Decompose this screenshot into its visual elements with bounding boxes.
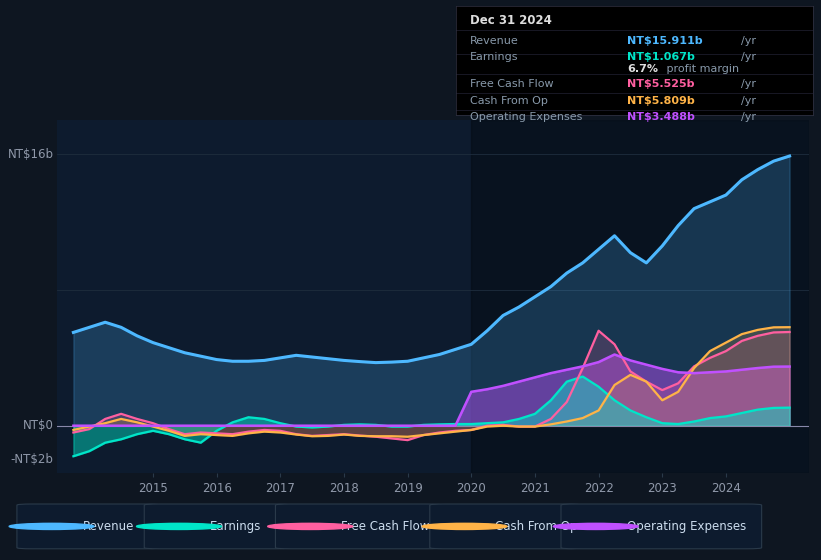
FancyBboxPatch shape (430, 504, 580, 549)
Text: Free Cash Flow: Free Cash Flow (341, 520, 429, 533)
Text: Revenue: Revenue (470, 36, 519, 46)
Text: /yr: /yr (741, 53, 756, 63)
FancyBboxPatch shape (17, 504, 159, 549)
FancyBboxPatch shape (144, 504, 289, 549)
Text: NT$1.067b: NT$1.067b (627, 53, 695, 63)
Circle shape (136, 523, 222, 530)
Text: profit margin: profit margin (663, 64, 739, 74)
Circle shape (422, 523, 507, 530)
Text: /yr: /yr (741, 96, 756, 106)
Circle shape (553, 523, 638, 530)
Circle shape (268, 523, 353, 530)
Text: Revenue: Revenue (83, 520, 134, 533)
Text: NT$15.911b: NT$15.911b (627, 36, 703, 46)
Text: Cash From Op: Cash From Op (495, 520, 578, 533)
Text: Earnings: Earnings (470, 53, 518, 63)
Text: Dec 31 2024: Dec 31 2024 (470, 15, 552, 27)
FancyBboxPatch shape (276, 504, 442, 549)
Text: Free Cash Flow: Free Cash Flow (470, 78, 553, 88)
Text: /yr: /yr (741, 78, 756, 88)
Text: NT$3.488b: NT$3.488b (627, 112, 695, 122)
Text: -NT$2b: -NT$2b (11, 453, 53, 466)
Text: Operating Expenses: Operating Expenses (626, 520, 745, 533)
Text: NT$5.809b: NT$5.809b (627, 96, 695, 106)
Text: Cash From Op: Cash From Op (470, 96, 548, 106)
Text: 6.7%: 6.7% (627, 64, 658, 74)
Text: NT$0: NT$0 (23, 419, 53, 432)
Circle shape (9, 523, 94, 530)
Text: Earnings: Earnings (210, 520, 261, 533)
Text: NT$16b: NT$16b (7, 148, 53, 161)
Text: /yr: /yr (741, 112, 756, 122)
Text: Operating Expenses: Operating Expenses (470, 112, 582, 122)
Bar (471, 120, 809, 473)
FancyBboxPatch shape (561, 504, 762, 549)
Text: /yr: /yr (741, 36, 756, 46)
Text: NT$5.525b: NT$5.525b (627, 78, 695, 88)
